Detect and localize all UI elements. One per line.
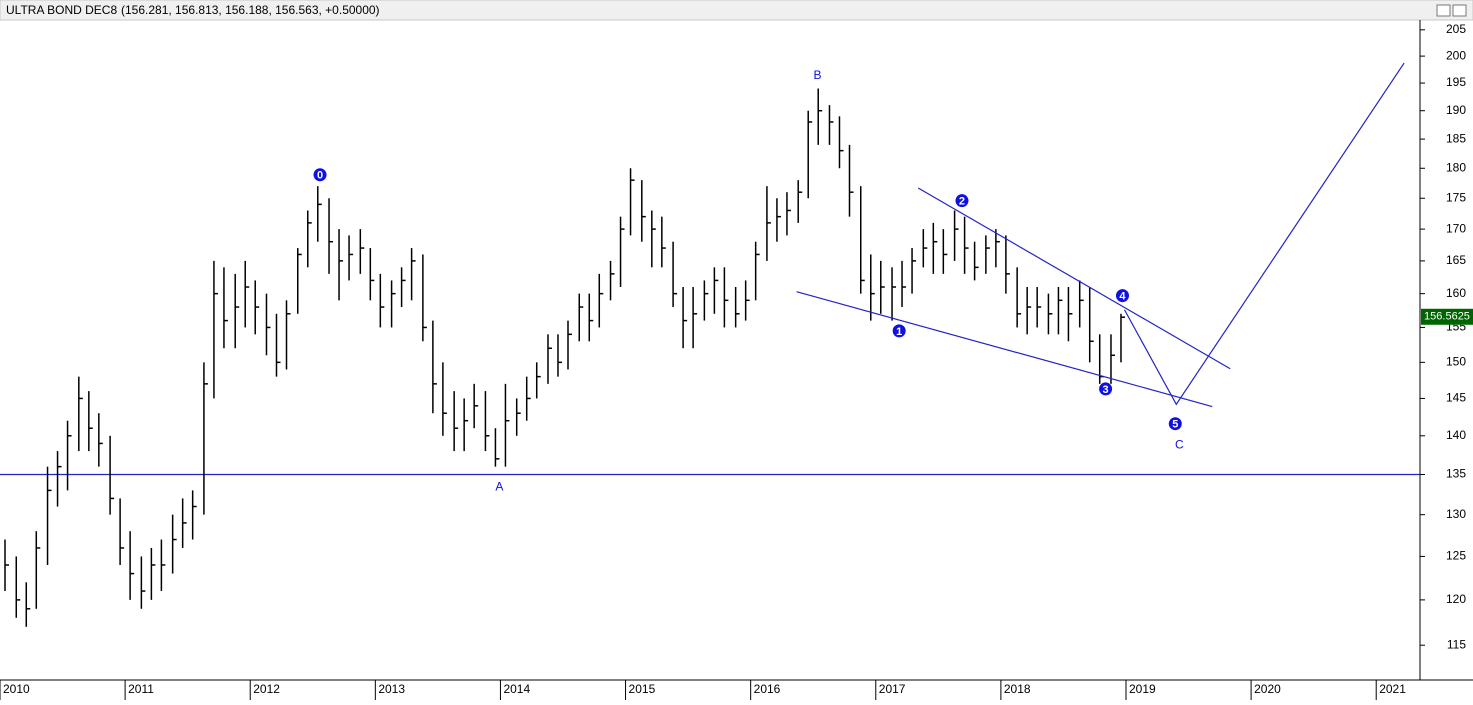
- x-tick-label: 2017: [879, 682, 906, 696]
- wave-label: A: [495, 480, 503, 494]
- y-tick-label: 125: [1446, 549, 1466, 563]
- wave-marker: [955, 194, 969, 208]
- wave-marker: [1115, 289, 1129, 303]
- wave-label: 4: [1119, 291, 1126, 303]
- wave-marker: [1099, 382, 1113, 396]
- last-price-box: [1421, 308, 1473, 325]
- y-tick-label: 130: [1446, 507, 1466, 521]
- trend-line: [1123, 62, 1405, 406]
- chart-title: ULTRA BOND DEC8: [6, 3, 117, 17]
- chart-subtitle: (156.281, 156.813, 156.188, 156.563, +0.…: [121, 3, 380, 17]
- wave-label: 1: [896, 326, 902, 338]
- x-tick-label: 2014: [503, 682, 530, 696]
- y-tick-label: 195: [1446, 75, 1466, 89]
- y-tick-label: 145: [1446, 391, 1466, 405]
- y-tick-label: 170: [1446, 221, 1466, 235]
- wave-label: 0: [317, 170, 323, 182]
- wave-marker: [892, 324, 906, 338]
- x-tick-label: 2016: [754, 682, 781, 696]
- wave-label: 5: [1172, 419, 1178, 431]
- y-tick-label: 160: [1446, 286, 1466, 300]
- x-tick-label: 2018: [1004, 682, 1031, 696]
- x-tick-label: 2013: [378, 682, 405, 696]
- trend-line: [917, 187, 1231, 370]
- y-tick-label: 205: [1446, 22, 1466, 36]
- close-button[interactable]: [1452, 4, 1467, 17]
- wave-label: C: [1175, 437, 1184, 451]
- header-bar: [0, 0, 1473, 21]
- y-tick-label: 150: [1446, 355, 1466, 369]
- y-tick-label: 190: [1446, 103, 1466, 117]
- y-tick-label: 120: [1446, 592, 1466, 606]
- x-tick-label: 2019: [1129, 682, 1156, 696]
- trend-line: [796, 291, 1213, 408]
- y-tick-label: 140: [1446, 428, 1466, 442]
- x-tick-label: 2020: [1254, 682, 1281, 696]
- y-tick-label: 165: [1446, 253, 1466, 267]
- y-tick-label: 115: [1447, 637, 1466, 651]
- x-tick-label: 2011: [128, 682, 154, 696]
- restore-button[interactable]: [1436, 4, 1451, 17]
- wave-label: 2: [959, 196, 965, 208]
- y-tick-label: 175: [1446, 190, 1466, 204]
- wave-marker: [1168, 417, 1182, 431]
- last-price-label: 156.5625: [1424, 311, 1470, 323]
- wave-label: 3: [1103, 384, 1109, 396]
- y-tick-label: 185: [1446, 131, 1466, 145]
- wave-marker: [313, 168, 327, 182]
- y-tick-label: 180: [1446, 160, 1466, 174]
- y-tick-label: 200: [1446, 48, 1466, 62]
- wave-label: B: [813, 68, 821, 82]
- x-tick-label: 2015: [629, 682, 656, 696]
- x-tick-label: 2010: [3, 682, 30, 696]
- y-tick-label: 135: [1446, 467, 1466, 481]
- x-tick-label: 2021: [1379, 682, 1406, 696]
- x-tick-label: 2012: [253, 682, 280, 696]
